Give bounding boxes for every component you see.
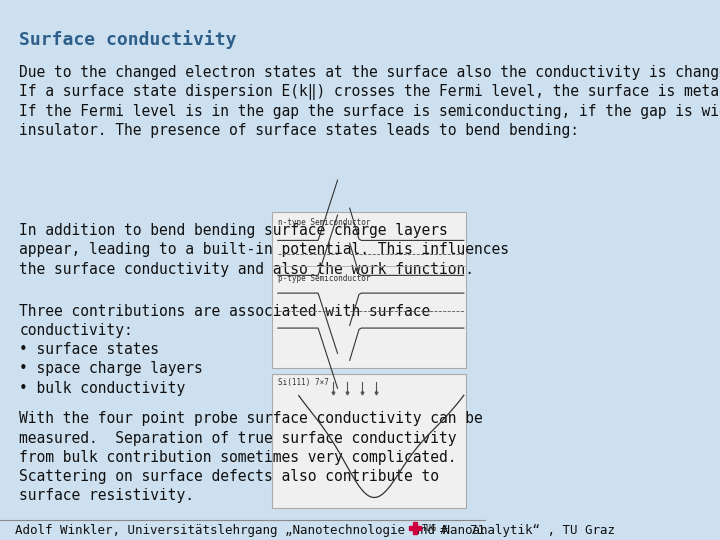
Text: TUG: TUG: [422, 524, 436, 533]
Text: #   71: # 71: [439, 524, 485, 537]
Text: Surface conductivity: Surface conductivity: [19, 30, 237, 49]
Text: Adolf Winkler, Universitätslehrgang „Nanotechnologie und Nanoanalytik“ , TU Graz: Adolf Winkler, Universitätslehrgang „Nan…: [14, 524, 615, 537]
FancyBboxPatch shape: [272, 212, 467, 368]
FancyBboxPatch shape: [272, 374, 467, 508]
Text: Due to the changed electron states at the surface also the conductivity is chang: Due to the changed electron states at th…: [19, 65, 720, 138]
Text: In addition to bend bending surface charge layers
appear, leading to a built-in : In addition to bend bending surface char…: [19, 223, 510, 276]
Text: Three contributions are associated with surface
conductivity:
• surface states
•: Three contributions are associated with …: [19, 304, 431, 396]
Text: Si(111) 7×7: Si(111) 7×7: [278, 378, 329, 387]
Text: p-type Semiconductor: p-type Semiconductor: [278, 274, 370, 284]
Text: n-type Semiconductor: n-type Semiconductor: [278, 218, 370, 227]
Text: With the four point probe surface conductivity can be
measured.  Separation of t: With the four point probe surface conduc…: [19, 411, 483, 503]
